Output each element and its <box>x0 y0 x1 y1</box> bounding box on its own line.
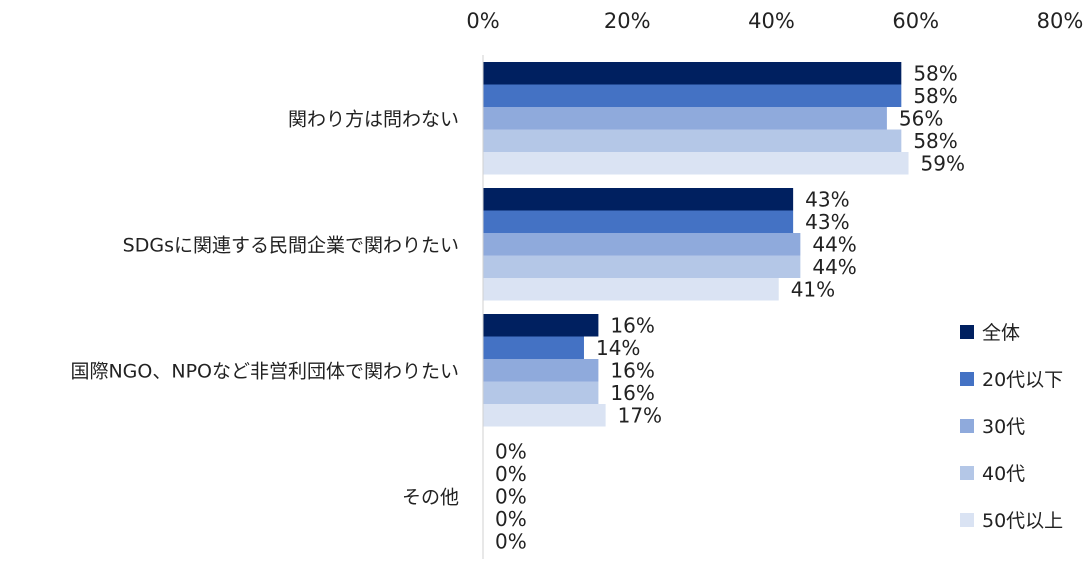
category-labels: 関わり方は問わない SDGsに関連する民間企業で関わりたい国際NGO、NPOなど非… <box>70 108 459 508</box>
value-label: 58% <box>913 129 957 153</box>
value-label: 58% <box>913 84 957 108</box>
bar <box>483 129 902 152</box>
value-label: 58% <box>913 61 957 85</box>
value-label: 56% <box>899 106 943 130</box>
legend: 全体 20代以下 30代 40代 50代以上 <box>960 322 1063 532</box>
value-label: 41% <box>791 277 835 301</box>
bar <box>483 359 599 382</box>
x-tick-label: 60% <box>892 9 939 33</box>
legend-label: 40代 <box>982 463 1025 485</box>
bar <box>483 107 887 130</box>
bar <box>483 336 584 359</box>
x-tick-label: 0% <box>466 9 499 33</box>
bars <box>483 62 909 427</box>
legend-label: 30代 <box>982 416 1025 438</box>
bar <box>483 278 779 301</box>
bar <box>483 314 599 337</box>
value-label: 43% <box>805 187 849 211</box>
bar <box>483 404 606 427</box>
legend-label: 50代以上 <box>982 510 1063 532</box>
category-label: その他 <box>402 486 459 508</box>
value-label: 0% <box>495 529 527 553</box>
category-label: 国際NGO、NPOなど非営利団体で関わりたい <box>70 360 459 382</box>
category-label: SDGsに関連する民間企業で関わりたい <box>123 234 459 256</box>
value-label: 16% <box>610 313 654 337</box>
value-label: 59% <box>921 151 965 175</box>
value-label: 0% <box>495 439 527 463</box>
x-tick-label: 80% <box>1037 9 1084 33</box>
value-label: 16% <box>610 358 654 382</box>
value-label: 0% <box>495 507 527 531</box>
legend-label: 20代以下 <box>982 369 1063 391</box>
bar <box>483 255 801 278</box>
x-tick-label: 20% <box>604 9 651 33</box>
legend-swatch <box>960 419 974 433</box>
x-axis-ticks: 0% 20% 40% 60% 80% <box>466 9 1083 33</box>
legend-swatch <box>960 513 974 527</box>
value-label: 44% <box>812 255 856 279</box>
bar <box>483 188 794 211</box>
bar <box>483 152 909 175</box>
value-label: 14% <box>596 336 640 360</box>
bar <box>483 233 801 256</box>
value-label: 16% <box>610 381 654 405</box>
value-labels: 58%58%56%58%59%43%43%44%44%41%16%14%16%1… <box>495 61 965 553</box>
legend-swatch <box>960 325 974 339</box>
value-label: 44% <box>812 232 856 256</box>
value-label: 17% <box>618 403 662 427</box>
bar <box>483 210 794 233</box>
value-label: 0% <box>495 462 527 486</box>
bar <box>483 84 902 107</box>
legend-swatch <box>960 372 974 386</box>
bar <box>483 381 599 404</box>
value-label: 43% <box>805 210 849 234</box>
category-label: 関わり方は問わない <box>288 108 459 130</box>
x-tick-label: 40% <box>748 9 795 33</box>
value-label: 0% <box>495 484 527 508</box>
legend-swatch <box>960 466 974 480</box>
bar <box>483 62 902 85</box>
legend-label: 全体 <box>982 322 1020 344</box>
